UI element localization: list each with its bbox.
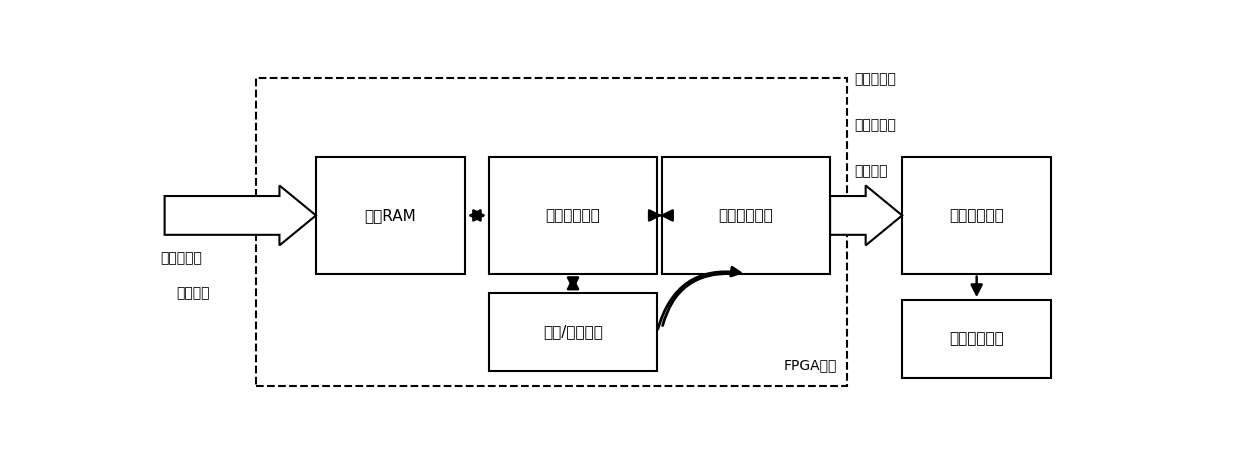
Text: 上一帧图像: 上一帧图像 (854, 119, 897, 132)
Text: 视频解码模块: 视频解码模块 (950, 208, 1004, 223)
Bar (316, 157, 465, 273)
Bar (489, 293, 657, 371)
Text: FPGA芯片: FPGA芯片 (784, 358, 837, 372)
Bar (489, 157, 657, 273)
Bar (662, 157, 830, 273)
Text: 双口RAM: 双口RAM (365, 208, 417, 223)
Polygon shape (165, 185, 316, 245)
Text: 同步/控制模块: 同步/控制模块 (543, 324, 603, 339)
Text: 数字信号: 数字信号 (854, 164, 888, 178)
Text: 图像处理模块: 图像处理模块 (546, 208, 600, 223)
Polygon shape (830, 185, 903, 245)
Text: 当前帧图像: 当前帧图像 (160, 251, 202, 265)
Text: 数字信号: 数字信号 (176, 286, 210, 300)
Bar (903, 157, 1052, 273)
Text: 经处理后的: 经处理后的 (854, 73, 897, 87)
Text: 图像输出模块: 图像输出模块 (719, 208, 774, 223)
Bar (903, 300, 1052, 378)
Text: 图像显示模块: 图像显示模块 (950, 331, 1004, 346)
Bar (255, 78, 847, 387)
